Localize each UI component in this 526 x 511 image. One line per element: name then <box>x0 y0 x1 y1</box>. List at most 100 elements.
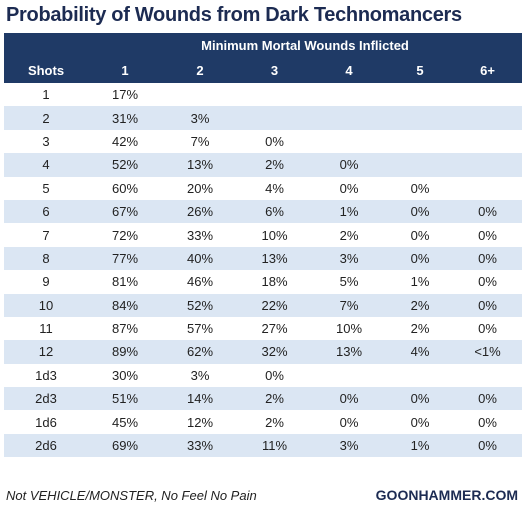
table-cell: 22% <box>238 293 311 317</box>
table-cell <box>387 363 453 388</box>
chart-title: Probability of Wounds from Dark Technoma… <box>6 4 462 26</box>
table-row: 2d6 69% 33% 11% 3% 1% 0% <box>4 433 523 458</box>
row-label-shots: 2d6 <box>4 433 88 458</box>
table-cell: 0% <box>311 153 387 177</box>
table-row: 7 72% 33% 10% 2% 0% 0% <box>4 223 523 247</box>
table-cell: 14% <box>162 387 238 411</box>
table-row: 1d3 30% 3% 0% <box>4 363 523 388</box>
table-cell: 18% <box>238 270 311 294</box>
table-cell: 26% <box>162 199 238 224</box>
table-cell: 0% <box>238 129 311 154</box>
table-cell: 12% <box>162 410 238 434</box>
table-cell: 2% <box>387 316 453 341</box>
row-label-shots: 6 <box>4 199 88 224</box>
table-cell: 0% <box>387 387 453 411</box>
table-cell: 0% <box>453 246 523 271</box>
table-cell: 52% <box>88 153 162 177</box>
table-cell: 31% <box>88 106 162 130</box>
table-cell <box>387 106 453 130</box>
table-cell: 51% <box>88 387 162 411</box>
table-row: 4 52% 13% 2% 0% <box>4 153 523 177</box>
column-header: 6+ <box>453 58 523 83</box>
row-label-shots: 1d3 <box>4 363 88 388</box>
table-cell: 3% <box>311 246 387 271</box>
table-cell: 33% <box>162 433 238 458</box>
table-cell: 20% <box>162 176 238 200</box>
table-cell: 27% <box>238 316 311 341</box>
table-cell <box>453 153 523 177</box>
table-row: 1 17% <box>4 83 523 107</box>
table-cell <box>453 363 523 388</box>
table-cell: <1% <box>453 340 523 364</box>
row-label-shots: 9 <box>4 270 88 294</box>
table-cell: 81% <box>88 270 162 294</box>
table-cell: 0% <box>311 176 387 200</box>
table-cell <box>453 129 523 154</box>
column-header: 4 <box>311 58 387 83</box>
table-cell <box>311 83 387 107</box>
table-cell: 46% <box>162 270 238 294</box>
row-label-shots: 8 <box>4 246 88 271</box>
table-cell: 77% <box>88 246 162 271</box>
table-cell: 60% <box>88 176 162 200</box>
table-cell: 4% <box>238 176 311 200</box>
table-cell <box>453 106 523 130</box>
table-cell: 13% <box>238 246 311 271</box>
table-row: 11 87% 57% 27% 10% 2% 0% <box>4 316 523 341</box>
column-header: 1 <box>88 58 162 83</box>
table-cell: 0% <box>453 293 523 317</box>
table-row: 12 89% 62% 32% 13% 4% <1% <box>4 340 523 364</box>
table-cell: 0% <box>387 410 453 434</box>
table-cell: 1% <box>387 270 453 294</box>
row-label-shots: 1d6 <box>4 410 88 434</box>
row-label-shots: 3 <box>4 129 88 154</box>
table-cell: 0% <box>387 223 453 247</box>
table-cell: 1% <box>311 199 387 224</box>
table-cell <box>453 176 523 200</box>
table-row: 1d6 45% 12% 2% 0% 0% 0% <box>4 410 523 434</box>
table-row: 5 60% 20% 4% 0% 0% <box>4 176 523 200</box>
table-cell <box>311 363 387 388</box>
table-cell: 84% <box>88 293 162 317</box>
table-cell <box>238 106 311 130</box>
table-cell <box>238 83 311 107</box>
column-header: 5 <box>387 58 453 83</box>
row-label-shots: 10 <box>4 293 88 317</box>
table-cell: 0% <box>453 410 523 434</box>
table-cell: 40% <box>162 246 238 271</box>
table-cell: 87% <box>88 316 162 341</box>
table-cell: 10% <box>311 316 387 341</box>
table-cell: 0% <box>387 176 453 200</box>
table-cell: 3% <box>311 433 387 458</box>
table-cell: 33% <box>162 223 238 247</box>
table-cell <box>162 83 238 107</box>
row-label-shots: 4 <box>4 153 88 177</box>
table-cell: 0% <box>453 316 523 341</box>
table-row: 3 42% 7% 0% <box>4 129 523 154</box>
table-cell: 0% <box>453 199 523 224</box>
table-cell: 1% <box>387 433 453 458</box>
table-cell: 2% <box>387 293 453 317</box>
column-header-shots: Shots <box>4 58 88 83</box>
table-cell: 57% <box>162 316 238 341</box>
table-cell: 42% <box>88 129 162 154</box>
table-cell: 5% <box>311 270 387 294</box>
footnote: Not VEHICLE/MONSTER, No Feel No Pain <box>6 488 257 503</box>
table-cell: 4% <box>387 340 453 364</box>
table-cell: 89% <box>88 340 162 364</box>
table-cell: 32% <box>238 340 311 364</box>
table-row: 2 31% 3% <box>4 106 523 130</box>
table-row: 8 77% 40% 13% 3% 0% 0% <box>4 246 523 271</box>
column-header: 2 <box>162 58 238 83</box>
table-cell: 2% <box>238 387 311 411</box>
row-label-shots: 12 <box>4 340 88 364</box>
table-cell: 2% <box>311 223 387 247</box>
table-cell: 3% <box>162 363 238 388</box>
table-cell: 7% <box>162 129 238 154</box>
table-cell <box>453 83 523 107</box>
row-label-shots: 11 <box>4 316 88 341</box>
table-cell: 0% <box>387 246 453 271</box>
table-cell: 0% <box>311 410 387 434</box>
table-cell: 0% <box>453 223 523 247</box>
row-label-shots: 2d3 <box>4 387 88 411</box>
